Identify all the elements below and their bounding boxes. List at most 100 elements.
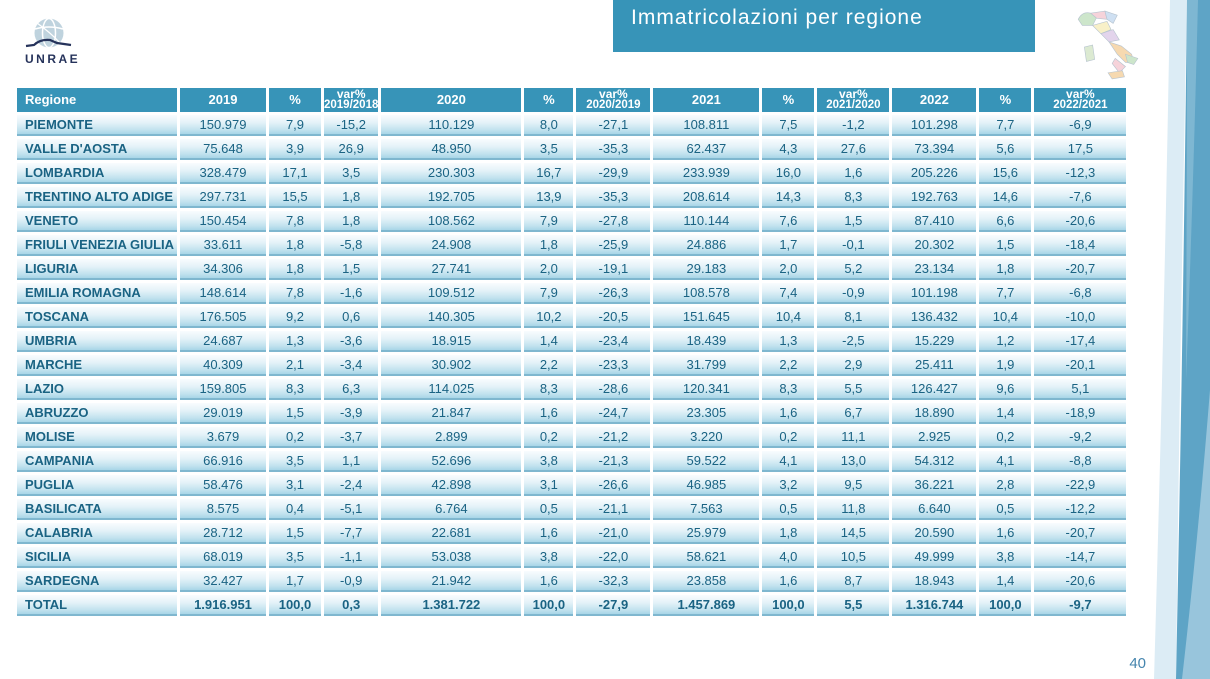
table-cell: -19,1 [576,259,651,280]
table-cell: 25.979 [653,523,760,544]
table-row: SARDEGNA 32.427 1,7 -0,9 21.942 1,6 -32,3 23.85… [17,571,1127,592]
table-cell: -5,1 [324,499,379,520]
table-cell: 15.229 [892,331,977,352]
table-cell: -28,6 [576,379,651,400]
column-header: % [269,88,321,112]
table-cell: 14,3 [762,187,815,208]
table-row: VALLE D'AOSTA 75.648 3,9 26,9 48.950 3,5 -35,3… [17,139,1127,160]
table-cell: 3,1 [269,475,321,496]
table-cell: 3,8 [524,547,574,568]
column-header: var% 2020/2019 [576,88,651,112]
table-cell: -9,7 [1034,595,1127,616]
table-cell: -8,8 [1034,451,1127,472]
table-cell: 1,8 [269,259,321,280]
table-cell: 1,5 [817,211,890,232]
table-cell: -32,3 [576,571,651,592]
table-cell: 120.341 [653,379,760,400]
table-cell: -35,3 [576,139,651,160]
table-cell: -18,4 [1034,235,1127,256]
table-row: UMBRIA 24.687 1,3 -3,6 18.915 1,4 -23,4 18.439 1… [17,331,1127,352]
column-header: 2020 [381,88,522,112]
page-title: Immatricolazioni per regione [631,6,923,29]
table-cell: 7.563 [653,499,760,520]
table-cell: 18.439 [653,331,760,352]
table-cell: 7,7 [979,115,1032,136]
table-cell: 21.942 [381,571,522,592]
table-cell: -9,2 [1034,427,1127,448]
table-cell: 29.019 [180,403,266,424]
table-cell: 15,5 [269,187,321,208]
table-cell: 2,2 [762,355,815,376]
table-cell: 20.302 [892,235,977,256]
table-cell: 18.943 [892,571,977,592]
table-cell: -27,8 [576,211,651,232]
table-cell: 16,7 [524,163,574,184]
table-cell: 126.427 [892,379,977,400]
region-name: LAZIO [17,379,177,400]
table-cell: 1.316.744 [892,595,977,616]
table-cell: -20,6 [1034,211,1127,232]
table-cell: -25,9 [576,235,651,256]
table-cell: 1.381.722 [381,595,522,616]
table-cell: 73.394 [892,139,977,160]
table-cell: 3,1 [524,475,574,496]
table-cell: -3,4 [324,355,379,376]
table-cell: 0,5 [979,499,1032,520]
table-cell: -15,2 [324,115,379,136]
region-name: PIEMONTE [17,115,177,136]
table-cell: -20,6 [1034,571,1127,592]
table-cell: 4,0 [762,547,815,568]
region-name: LIGURIA [17,259,177,280]
table-cell: 40.309 [180,355,266,376]
table-cell: 101.198 [892,283,977,304]
table-cell: -26,3 [576,283,651,304]
table-cell: -0,9 [817,283,890,304]
table-cell: 1,8 [762,523,815,544]
table-cell: 1,8 [324,187,379,208]
table-cell: -5,8 [324,235,379,256]
table-cell: 23.858 [653,571,760,592]
table-cell: 1,8 [324,211,379,232]
table-cell: 0,6 [324,307,379,328]
table-cell: 17,5 [1034,139,1127,160]
region-name: BASILICATA [17,499,177,520]
table-row: LAZIO 159.805 8,3 6,3 114.025 8,3 -28,6 120.341… [17,379,1127,400]
table-cell: 7,4 [762,283,815,304]
region-name: MARCHE [17,355,177,376]
table-cell: 110.129 [381,115,522,136]
table-cell: 21.847 [381,403,522,424]
region-name: EMILIA ROMAGNA [17,283,177,304]
table-cell: 32.427 [180,571,266,592]
table-cell: 208.614 [653,187,760,208]
table-cell: 3,8 [524,451,574,472]
table-cell: 2.925 [892,427,977,448]
table-cell: 2,9 [817,355,890,376]
table-cell: 1,7 [269,571,321,592]
table-cell: -2,5 [817,331,890,352]
table-cell: 0,2 [979,427,1032,448]
unrae-logo-text: UNRAE [25,52,78,66]
table-cell: 1,8 [524,235,574,256]
table-cell: 46.985 [653,475,760,496]
table-cell: 6,7 [817,403,890,424]
table-cell: 192.705 [381,187,522,208]
table-cell: 2,0 [762,259,815,280]
table-cell: 1,4 [979,403,1032,424]
table-cell: 3.220 [653,427,760,448]
table-cell: -3,9 [324,403,379,424]
table-row: PIEMONTE 150.979 7,9 -15,2 110.129 8,0 -27,1 10… [17,115,1127,136]
table-cell: -0,1 [817,235,890,256]
table-cell: 22.681 [381,523,522,544]
table-cell: 52.696 [381,451,522,472]
table-cell: -17,4 [1034,331,1127,352]
table-cell: 9,5 [817,475,890,496]
table-cell: 10,5 [817,547,890,568]
table-cell: 0,2 [524,427,574,448]
table-cell: -20,5 [576,307,651,328]
table-cell: 25.411 [892,355,977,376]
table-cell: -22,9 [1034,475,1127,496]
table-cell: 148.614 [180,283,266,304]
table-cell: 100,0 [762,595,815,616]
region-name: CAMPANIA [17,451,177,472]
